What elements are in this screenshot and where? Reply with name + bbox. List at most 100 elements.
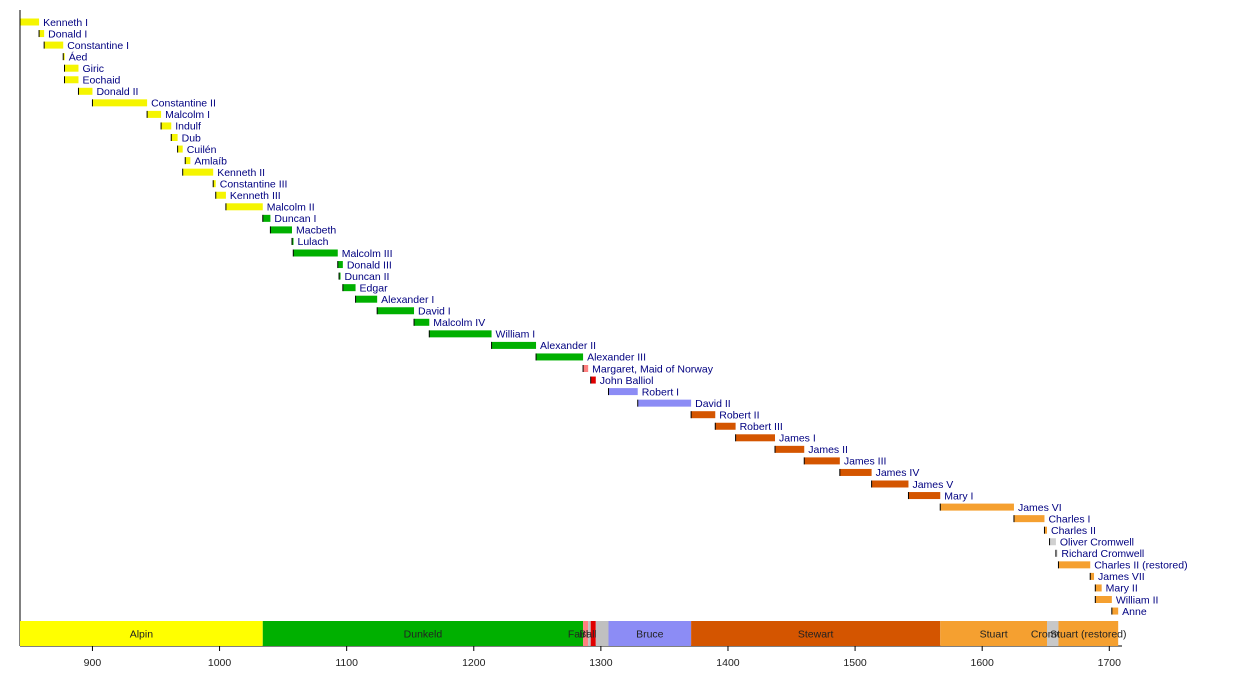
reign-bar [590, 376, 596, 384]
reign-bar [182, 168, 214, 176]
reign-bar [63, 53, 65, 61]
reign-label: Duncan I [274, 213, 316, 225]
reign-label: Alexander II [540, 340, 596, 352]
reign-label: Mary II [1106, 583, 1138, 595]
reign-label: Charles II (restored) [1094, 560, 1187, 572]
reign-bar [355, 295, 378, 303]
reign-label: David II [695, 398, 731, 410]
reign-label: Charles I [1048, 513, 1090, 525]
dynasty-band [691, 621, 941, 646]
reign-bar [1044, 526, 1048, 534]
reign-bar [377, 307, 415, 315]
reign-label: Macbeth [296, 225, 336, 237]
reign-bar [64, 64, 79, 72]
reign-label: Malcolm III [342, 248, 393, 260]
reign-bar [171, 134, 178, 141]
reign-bar [262, 214, 271, 222]
reign-bar [270, 226, 293, 234]
reign-label: Mary I [944, 490, 973, 502]
dynasty-band [595, 621, 609, 646]
dynasty-band [262, 621, 584, 646]
dynasty-band [940, 621, 1048, 646]
reign-label: William II [1116, 594, 1159, 606]
reign-label: David I [418, 306, 451, 318]
reign-bar [342, 284, 356, 292]
reign-label: Malcolm IV [433, 317, 485, 329]
reign-bar [215, 191, 226, 199]
reign-label: Amlaíb [194, 155, 227, 167]
reign-label: Cuilén [187, 144, 217, 156]
reign-bar [78, 87, 93, 95]
x-tick-label: 1600 [971, 657, 995, 669]
reign-bar [337, 261, 343, 269]
reign-bar [1111, 607, 1119, 615]
x-tick-label: 1500 [843, 657, 867, 669]
reign-label: Giric [82, 63, 104, 75]
reign-label: Constantine III [220, 178, 288, 190]
reign-label: Kenneth II [217, 167, 265, 179]
dynasty-label: Stuart [980, 628, 1008, 640]
reign-label: Malcolm II [267, 202, 315, 214]
reign-bar [185, 157, 191, 165]
dynasty-band [1058, 621, 1119, 646]
reign-label: Constantine II [151, 98, 216, 110]
x-tick-label: 1100 [335, 657, 358, 669]
reign-bar [608, 388, 638, 396]
reign-label: Eochaid [82, 75, 120, 87]
dynasty-label: Stewart [798, 628, 834, 640]
reign-label: Áed [69, 50, 88, 63]
reign-label: Duncan II [345, 271, 390, 283]
reign-bar [161, 122, 172, 130]
reign-label: Margaret, Maid of Norway [592, 363, 714, 375]
reign-bar [1090, 572, 1095, 580]
reign-label: Edgar [360, 282, 389, 294]
reign-label: Malcolm I [165, 109, 210, 121]
reign-bar [92, 99, 148, 107]
reign-bar [39, 30, 45, 38]
reign-label: Alexander I [381, 294, 434, 306]
reign-label: James III [844, 456, 887, 468]
reign-bar [293, 249, 338, 257]
reign-label: John Balliol [600, 375, 654, 387]
reign-bar [940, 503, 1014, 511]
reign-label: James IV [876, 467, 920, 479]
reign-bar [804, 457, 840, 465]
reign-label: Richard Cromwell [1061, 548, 1144, 560]
reign-bar [225, 203, 263, 211]
reign-bar [839, 468, 872, 476]
reign-label: James VII [1098, 571, 1145, 583]
reign-bar [1095, 584, 1102, 592]
reign-bar [735, 434, 776, 442]
reign-bar [213, 180, 216, 188]
reign-label: Kenneth I [43, 17, 88, 29]
reign-label: William I [496, 329, 536, 341]
reign-bar [1013, 515, 1045, 523]
reign-bar [20, 18, 40, 26]
x-tick-label: 1200 [462, 657, 486, 669]
dynasty-band [20, 621, 263, 646]
reign-bar [536, 353, 584, 361]
reign-label: James II [808, 444, 848, 456]
x-tick-label: 1700 [1098, 657, 1122, 669]
reign-bar [1058, 561, 1091, 569]
reign-label: James V [912, 479, 953, 491]
reign-label: Charles II [1051, 525, 1096, 537]
reign-bar [147, 110, 162, 118]
x-tick-label: 1300 [589, 657, 613, 669]
dynasty-band [588, 621, 591, 646]
dynasty-label: Stuart (restored) [1050, 628, 1126, 640]
reign-bar [1095, 596, 1112, 603]
x-tick-label: 1400 [716, 657, 740, 669]
reign-label: Alexander III [587, 352, 646, 364]
reign-bar [1055, 549, 1058, 557]
reign-label: Donald III [347, 259, 392, 271]
reign-bar [871, 480, 909, 488]
reign-label: Oliver Cromwell [1060, 537, 1134, 549]
reign-bar [908, 492, 941, 500]
reign-label: Robert III [740, 421, 783, 433]
reign-label: Anne [1122, 606, 1147, 618]
reign-label: Indulf [175, 121, 201, 133]
reign-label: Kenneth III [230, 190, 281, 202]
reign-bar [429, 330, 492, 338]
